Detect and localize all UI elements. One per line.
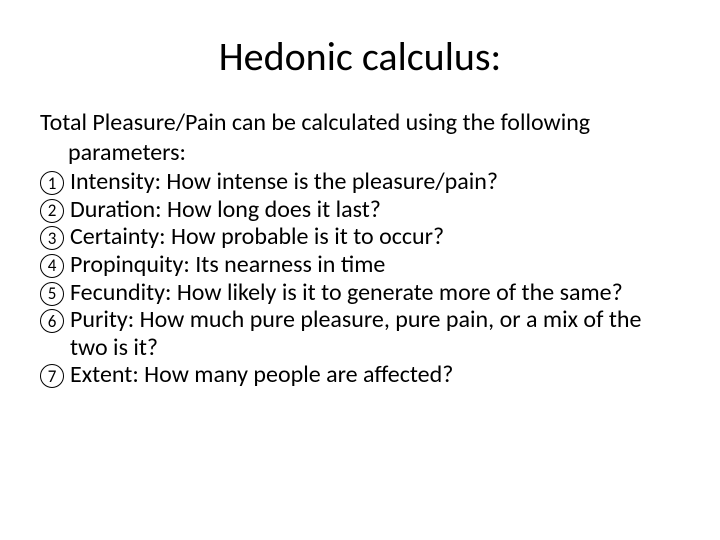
item-text: Intensity: How intense is the pleasure/p… bbox=[70, 168, 680, 196]
list-item: 4 Propinquity: Its nearness in time bbox=[40, 251, 680, 279]
item-number-icon: 2 bbox=[40, 199, 64, 223]
item-text: Fecundity: How likely is it to generate … bbox=[70, 279, 680, 307]
item-text: Extent: How many people are affected? bbox=[70, 361, 680, 389]
item-number-icon: 5 bbox=[40, 282, 64, 306]
item-number-icon: 7 bbox=[40, 364, 64, 388]
slide: Hedonic calculus: Total Pleasure/Pain ca… bbox=[0, 0, 720, 540]
list-item: 2 Duration: How long does it last? bbox=[40, 196, 680, 224]
item-text: Duration: How long does it last? bbox=[70, 196, 680, 224]
item-text: Certainty: How probable is it to occur? bbox=[70, 223, 680, 251]
list-item: 3 Certainty: How probable is it to occur… bbox=[40, 223, 680, 251]
item-number-icon: 3 bbox=[40, 226, 64, 250]
list-item: 6 Purity: How much pure pleasure, pure p… bbox=[40, 306, 680, 361]
item-number-icon: 1 bbox=[40, 171, 64, 195]
list-item: 5 Fecundity: How likely is it to generat… bbox=[40, 279, 680, 307]
intro-line-1: Total Pleasure/Pain can be calculated us… bbox=[40, 109, 680, 137]
item-number-icon: 4 bbox=[40, 254, 64, 278]
intro-line-2: parameters: bbox=[40, 139, 680, 167]
parameter-list: 1 Intensity: How intense is the pleasure… bbox=[40, 168, 680, 389]
slide-title: Hedonic calculus: bbox=[40, 32, 680, 81]
list-item: 1 Intensity: How intense is the pleasure… bbox=[40, 168, 680, 196]
item-text: Purity: How much pure pleasure, pure pai… bbox=[70, 306, 680, 361]
item-number-icon: 6 bbox=[40, 309, 64, 333]
list-item: 7 Extent: How many people are affected? bbox=[40, 361, 680, 389]
item-text: Propinquity: Its nearness in time bbox=[70, 251, 680, 279]
